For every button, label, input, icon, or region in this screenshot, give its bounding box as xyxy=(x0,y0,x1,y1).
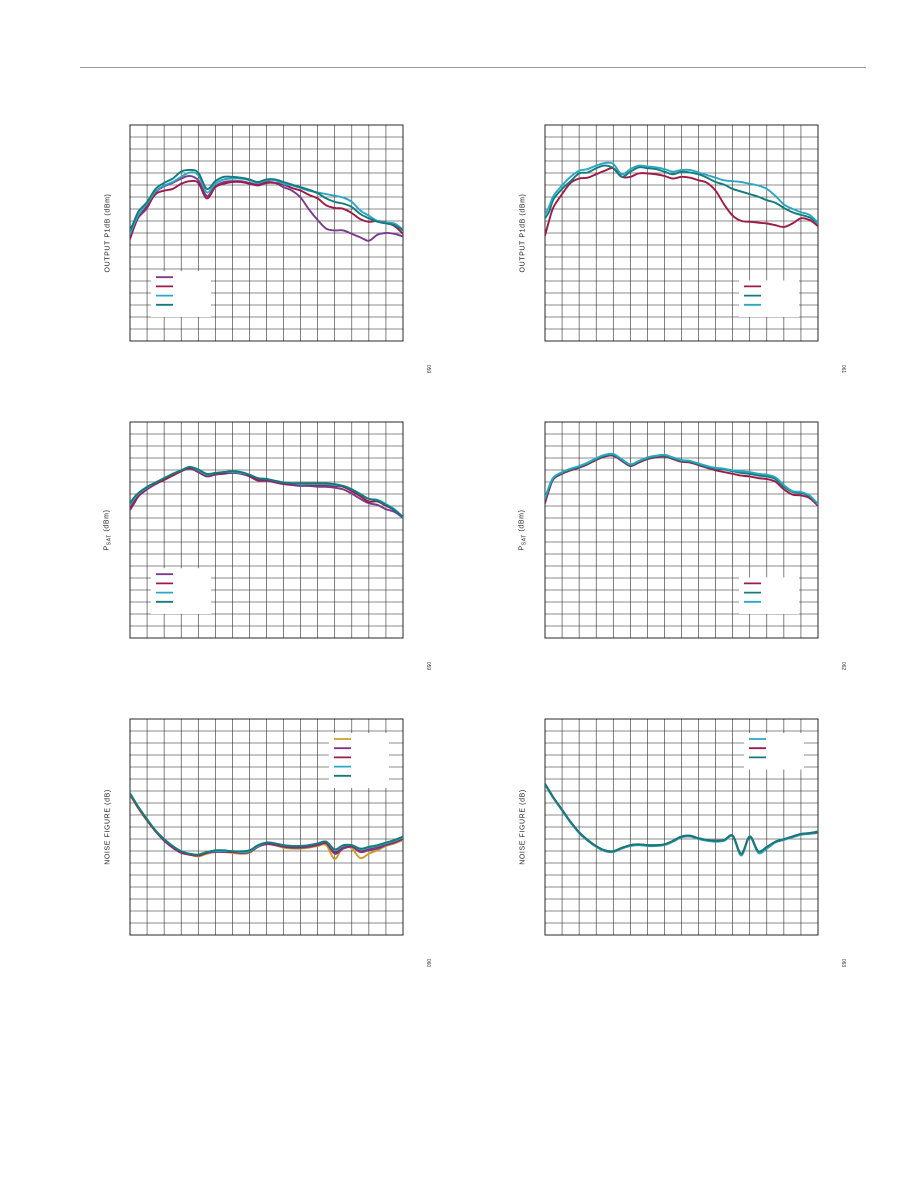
legend-box xyxy=(151,568,211,614)
series-line xyxy=(545,167,818,237)
chart-svg xyxy=(129,124,404,342)
series-line xyxy=(130,179,403,240)
series-line xyxy=(130,168,403,232)
legend-box xyxy=(151,271,211,317)
legend xyxy=(151,271,211,317)
y-axis-label-text: OUTPUT P1dB (dBm) xyxy=(519,193,527,273)
y-axis-label-text: P xyxy=(518,545,526,551)
y-axis-label-text: P xyxy=(103,545,111,551)
y-axis-label-subscript: SAT xyxy=(106,534,113,546)
chart-svg xyxy=(129,718,404,936)
series-group xyxy=(130,168,403,242)
chart-panel-noise-left: NOISE FIGURE (dB) 060 xyxy=(90,709,450,974)
series-group xyxy=(545,161,818,237)
series-line xyxy=(130,466,403,518)
y-axis-label: NOISE FIGURE (dB) xyxy=(520,789,527,865)
grid xyxy=(130,125,403,341)
y-axis-label: PSAT (dBm) xyxy=(103,509,112,550)
chart-panel-psat-left: PSAT (dBm) 059 xyxy=(90,412,450,677)
y-axis-label-unit: (dBm) xyxy=(518,509,526,535)
legend xyxy=(739,280,799,317)
chart-svg xyxy=(544,124,819,342)
series-line xyxy=(545,782,818,855)
y-axis-label: OUTPUT P1dB (dBm) xyxy=(520,194,527,273)
series-group xyxy=(545,782,818,857)
series-line xyxy=(130,465,403,518)
chart-panel-p1db-left: OUTPUT P1dB (dBm) 059 xyxy=(90,115,450,380)
plot-frame xyxy=(129,718,404,936)
legend xyxy=(739,577,799,614)
y-axis-label-text: NOISE FIGURE (dB) xyxy=(519,789,527,865)
y-axis-label-text: NOISE FIGURE (dB) xyxy=(104,789,112,865)
grid xyxy=(545,125,818,341)
figure-id: 062 xyxy=(840,661,846,671)
y-axis-label: OUTPUT P1dB (dBm) xyxy=(105,194,112,273)
figure-id: 060 xyxy=(425,958,431,968)
legend xyxy=(744,733,804,770)
y-axis-label-subscript: SAT xyxy=(521,534,528,546)
series-group xyxy=(130,792,403,860)
figure-id: 059 xyxy=(425,661,431,671)
series-line xyxy=(545,452,818,506)
chart-svg xyxy=(544,718,819,936)
series-group xyxy=(130,465,403,519)
plot-frame xyxy=(544,421,819,639)
chart-panel-noise-right: NOISE FIGURE (dB) 063 xyxy=(505,709,865,974)
grid xyxy=(130,422,403,638)
figure-id: 061 xyxy=(840,364,846,374)
chart-panel-psat-right: PSAT (dBm) 062 xyxy=(505,412,865,677)
series-line xyxy=(130,792,403,856)
y-axis-label: PSAT (dBm) xyxy=(518,509,527,550)
legend xyxy=(329,733,389,788)
header-rule xyxy=(80,67,866,68)
plot-frame xyxy=(544,718,819,936)
legend xyxy=(151,568,211,614)
legend-box xyxy=(329,733,389,788)
series-line xyxy=(545,161,818,224)
plot-frame xyxy=(129,421,404,639)
chart-svg xyxy=(129,421,404,639)
chart-svg xyxy=(544,421,819,639)
series-group xyxy=(545,452,818,507)
series-line xyxy=(545,164,818,225)
y-axis-label-text: OUTPUT P1dB (dBm) xyxy=(104,193,112,273)
y-axis-label: NOISE FIGURE (dB) xyxy=(105,789,112,865)
chart-panel-p1db-right: OUTPUT P1dB (dBm) 061 xyxy=(505,115,865,380)
figure-id: 059 xyxy=(425,364,431,374)
figure-id: 063 xyxy=(840,958,846,968)
y-axis-label-unit: (dBm) xyxy=(103,509,111,535)
